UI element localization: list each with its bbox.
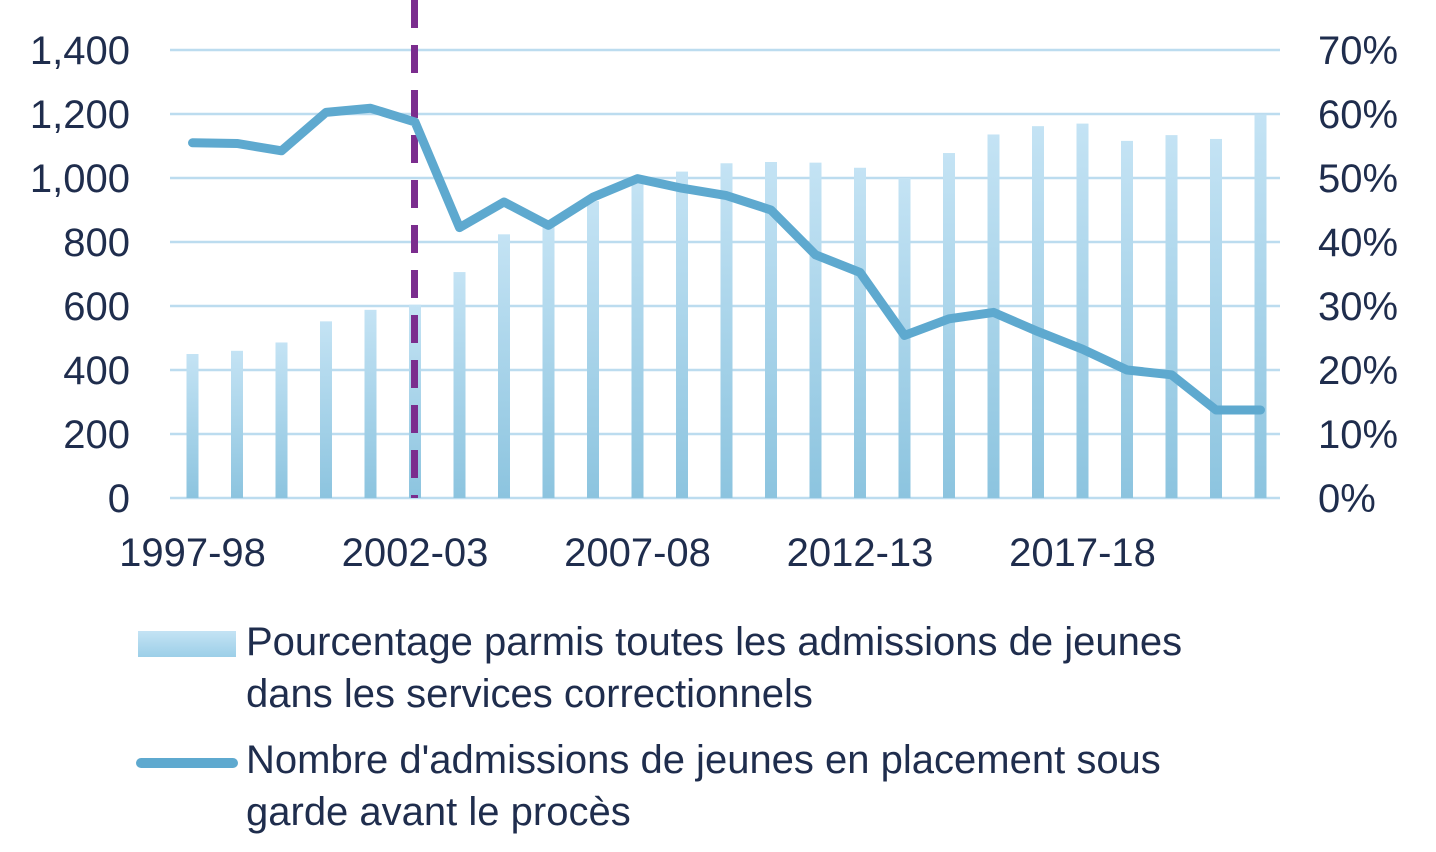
legend-line-label: Nombre d'admissions de jeunes en placeme… — [246, 734, 1161, 838]
left-tick-label: 200 — [63, 413, 130, 457]
bar-2019-20 — [1165, 135, 1178, 498]
right-tick-label: 20% — [1318, 349, 1398, 393]
bar-2004-05 — [498, 234, 510, 498]
x-axis-ticks: 1997-98 2002-03 2007-08 2012-13 2017-18 — [119, 531, 1156, 575]
bar-2020-21 — [1210, 138, 1222, 498]
line-series — [188, 103, 1265, 415]
bar-2010-11 — [765, 162, 777, 498]
bar-2017-18 — [1076, 123, 1089, 498]
legend-bar-label-line1: Pourcentage parmis toutes les admissions… — [246, 620, 1183, 664]
line-series-path — [188, 103, 1265, 415]
right-tick-label: 0% — [1318, 477, 1376, 521]
legend-bar-swatch — [138, 631, 236, 657]
right-tick-label: 60% — [1318, 93, 1398, 137]
left-tick-label: 800 — [63, 221, 130, 265]
bar-2018-19 — [1121, 140, 1133, 498]
right-tick-label: 10% — [1318, 413, 1398, 457]
x-tick-label: 2002-03 — [342, 531, 489, 575]
right-tick-label: 50% — [1318, 157, 1398, 201]
legend-line-swatch — [136, 758, 238, 768]
bar-2007-08 — [631, 176, 644, 498]
bar-2014-15 — [943, 153, 955, 499]
right-tick-label: 30% — [1318, 285, 1398, 329]
bar-2009-10 — [720, 163, 733, 498]
bar-2008-09 — [676, 171, 688, 498]
left-tick-label: 600 — [63, 285, 130, 329]
bar-series — [186, 114, 1267, 499]
left-tick-label: 0 — [108, 477, 130, 521]
legend: Pourcentage parmis toutes les admissions… — [0, 600, 1436, 852]
bar-2016-17 — [1032, 126, 1044, 498]
x-tick-label: 2017-18 — [1009, 531, 1156, 575]
bar-1997-98 — [186, 354, 199, 498]
left-tick-label: 400 — [63, 349, 130, 393]
right-tick-label: 70% — [1318, 29, 1398, 73]
bar-2001-02 — [364, 309, 377, 498]
left-tick-label: 1,400 — [30, 29, 130, 73]
chart: 0 200 400 600 800 1,000 1,200 1,400 0% 10% 20% 30%… — [30, 0, 1398, 575]
bar-2000-01 — [320, 321, 332, 498]
bar-1999-00 — [275, 342, 288, 498]
legend-line-label-line1: Nombre d'admissions de jeunes en placeme… — [246, 738, 1161, 782]
legend-line-label-line2: garde avant le procès — [246, 790, 631, 834]
left-tick-label: 1,000 — [30, 157, 130, 201]
bar-2021-22 — [1254, 114, 1267, 498]
bar-2003-04 — [453, 272, 466, 498]
bar-2012-13 — [854, 167, 866, 498]
bar-2005-06 — [542, 224, 555, 498]
bar-2011-12 — [809, 162, 822, 498]
x-tick-label: 2012-13 — [787, 531, 934, 575]
legend-bar-label-line2: dans les services correctionnels — [246, 672, 813, 716]
bar-2006-07 — [587, 201, 599, 499]
legend-bar-label: Pourcentage parmis toutes les admissions… — [246, 616, 1182, 720]
bar-2002-03 — [409, 304, 421, 498]
x-tick-label: 1997-98 — [119, 531, 266, 575]
x-tick-label: 2007-08 — [564, 531, 711, 575]
bar-1998-99 — [231, 350, 243, 498]
left-tick-label: 1,200 — [30, 93, 130, 137]
right-axis-ticks: 0% 10% 20% 30% 40% 50% 60% 70% — [1318, 29, 1398, 521]
left-axis-ticks: 0 200 400 600 800 1,000 1,200 1,400 — [30, 29, 130, 521]
right-tick-label: 40% — [1318, 221, 1398, 265]
